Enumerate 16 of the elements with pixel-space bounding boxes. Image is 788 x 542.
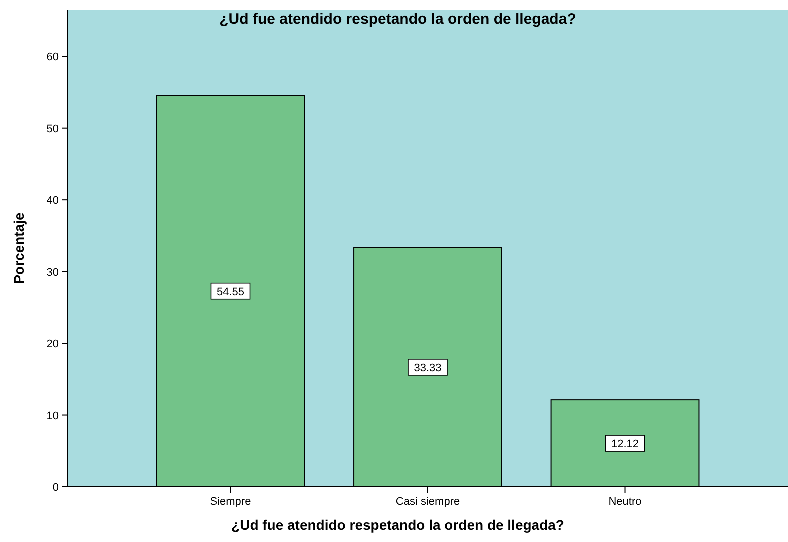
y-tick-label: 0	[52, 482, 59, 494]
y-tick-label: 30	[46, 266, 59, 279]
data-label: 54.55	[216, 286, 245, 298]
data-label: 33.33	[414, 362, 442, 374]
y-tick-label: 60	[46, 52, 59, 64]
y-axis-title: Porcentaje	[11, 212, 27, 284]
y-tick-label: 10	[46, 410, 59, 422]
data-label: 12.12	[611, 438, 640, 451]
y-tick-label: 50	[46, 123, 59, 136]
x-axis-title: ¿Ud fue atendido respetando la orden de llegada?	[232, 517, 564, 533]
x-tick-label: Neutro	[608, 496, 642, 508]
x-tick-label: Siempre	[210, 496, 252, 508]
y-tick-label: 20	[46, 338, 59, 351]
y-tick-label: 40	[46, 195, 59, 208]
chart-title: ¿Ud fue atendido respetando la orden de llegada?	[220, 11, 576, 28]
x-tick-label: Casi siempre	[396, 496, 460, 508]
